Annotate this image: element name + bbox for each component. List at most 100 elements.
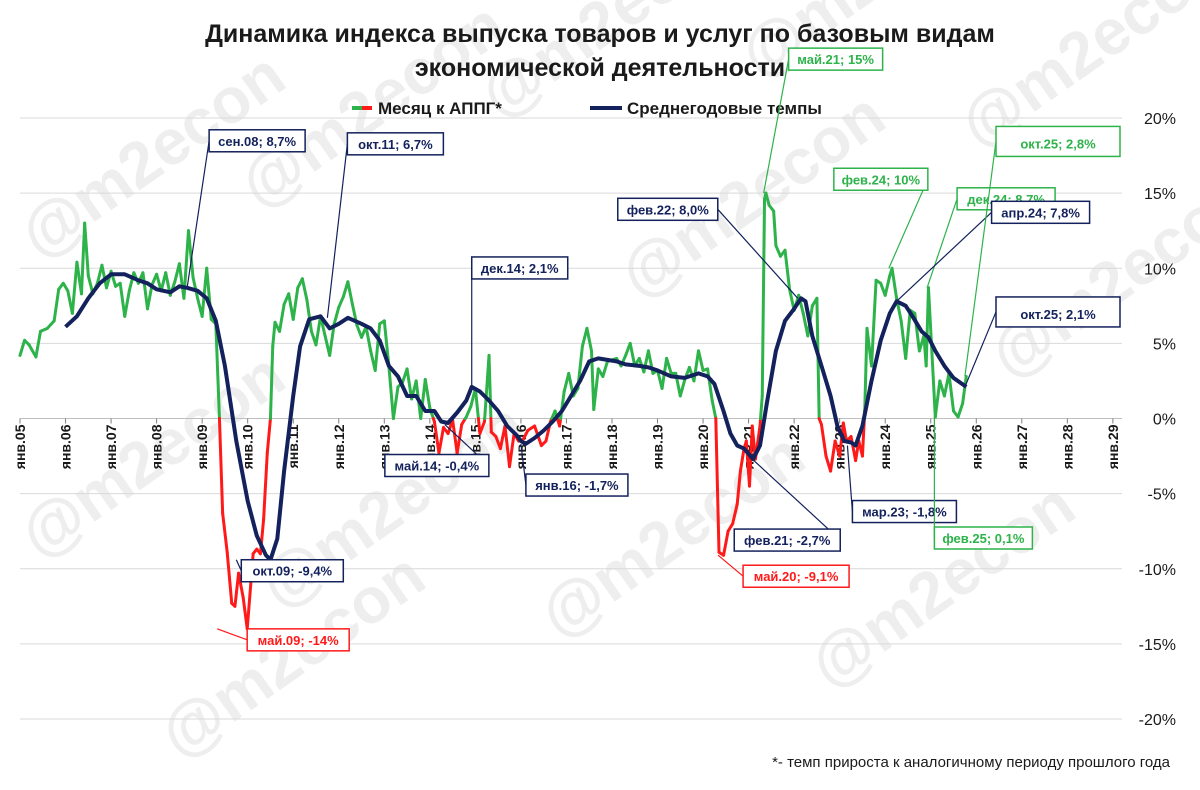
month-series-segment	[334, 307, 339, 324]
x-tick-label: янв.06	[58, 424, 74, 469]
legend-label-month: Месяц к АППГ*	[378, 99, 502, 118]
annotation-label: май.14; -0,4%	[395, 459, 480, 474]
month-series-segment	[72, 262, 77, 313]
y-tick-label: -20%	[1139, 712, 1176, 729]
month-series-segment	[785, 250, 790, 289]
month-series-segment	[667, 358, 672, 373]
month-series-segment	[587, 328, 592, 351]
month-series-segment	[375, 324, 380, 371]
annotation-leader	[217, 629, 247, 640]
x-tick-label: янв.25	[923, 424, 939, 469]
x-tick-label: янв.29	[1105, 424, 1121, 469]
month-series-segment	[120, 283, 125, 316]
month-series-segment	[267, 419, 270, 454]
month-series-segment	[264, 453, 268, 519]
month-series-segment	[302, 279, 307, 300]
month-series-segment	[348, 282, 353, 305]
month-series-segment	[316, 316, 321, 345]
month-series-segment	[712, 400, 716, 418]
month-series-segment	[821, 425, 826, 457]
x-tick-label: янв.28	[1059, 424, 1075, 469]
month-series-segment	[680, 379, 685, 396]
legend: Месяц к АППГ* Среднегодовые темпы	[352, 99, 822, 118]
annotation-label: фев.24; 10%	[842, 172, 921, 187]
annotation-label: май.09; -14%	[258, 633, 339, 648]
annotation-label: апр.24; 7,8%	[1001, 205, 1080, 220]
x-tick-label: янв.07	[103, 424, 119, 469]
month-series-segment	[958, 403, 963, 417]
x-tick-label: янв.27	[1014, 424, 1030, 469]
month-series-segment	[389, 366, 394, 419]
y-tick-label: 10%	[1144, 261, 1176, 278]
month-series-segment	[708, 369, 713, 401]
month-series-segment	[699, 351, 704, 371]
annotation-label: фев.25; 0,1%	[942, 531, 1025, 546]
month-series-segment	[125, 291, 130, 317]
annotation-leader	[927, 199, 957, 288]
annotation-label: дек.14; 2,1%	[481, 261, 559, 276]
month-series-segment	[928, 288, 933, 374]
chart-title-line1: Динамика индекса выпуска товаров и услуг…	[205, 20, 995, 48]
x-tick-label: янв.12	[331, 424, 347, 469]
x-tick-label: янв.17	[558, 424, 574, 469]
annotation-label: май.20; -9,1%	[754, 569, 839, 584]
x-tick-label: янв.24	[877, 424, 893, 469]
month-series-segment	[143, 273, 148, 309]
month-series-segment	[603, 361, 608, 376]
x-tick-label: янв.22	[786, 424, 802, 469]
month-series-segment	[293, 288, 298, 320]
x-tick-label: янв.20	[695, 424, 711, 469]
month-series-segment	[872, 280, 877, 366]
month-series-segment	[223, 513, 228, 552]
month-series-segment	[54, 289, 59, 321]
x-tick-label: янв.05	[12, 424, 28, 469]
y-tick-label: 15%	[1144, 186, 1176, 203]
annotation-leader	[889, 179, 928, 268]
month-series-segment	[247, 594, 250, 629]
month-series-segment	[425, 379, 430, 408]
month-series-segment	[36, 331, 41, 357]
y-tick-label: -5%	[1148, 487, 1176, 504]
annotation-label: май.21; 15%	[797, 52, 874, 67]
x-tick-label: янв.08	[149, 424, 165, 469]
month-series-segment	[20, 340, 25, 355]
annotation-label: окт.25; 2,8%	[1020, 136, 1096, 151]
month-series-segment	[47, 321, 54, 329]
month-series-segment	[280, 304, 285, 331]
month-series-segment	[906, 310, 911, 358]
month-series-segment	[963, 376, 967, 403]
x-tick-label: янв.18	[604, 424, 620, 469]
y-tick-label: 20%	[1144, 111, 1176, 128]
month-series-segment	[885, 276, 890, 296]
x-tick-label: янв.19	[650, 424, 666, 469]
annotation-label: фев.21; -2,7%	[744, 533, 831, 548]
annotation-leader	[897, 212, 992, 301]
y-tick-label: -15%	[1139, 637, 1176, 654]
month-series-segment	[148, 285, 153, 309]
x-tick-label: янв.26	[968, 424, 984, 469]
month-series-segment	[227, 552, 232, 603]
annotation-label: фев.22; 8,0%	[627, 202, 710, 217]
y-tick-label: 0%	[1153, 412, 1176, 429]
month-series-segment	[393, 387, 398, 419]
annotation-label: окт.11; 6,7%	[358, 137, 433, 152]
y-tick-label: -10%	[1139, 562, 1176, 579]
annotation-label: янв.16; -1,7%	[535, 478, 619, 493]
month-series-segment	[489, 355, 491, 418]
month-series-segment	[339, 297, 344, 308]
month-series-segment	[630, 343, 635, 366]
chart-title-line2: экономической деятельности	[415, 54, 785, 82]
x-tick-label: янв.09	[194, 424, 210, 469]
watermark-layer: @m2econ@m2econ@m2econ@m2econ@m2econ@m2ec…	[7, 0, 1200, 771]
y-tick-label: 5%	[1153, 336, 1176, 353]
footnote: *- темп прироста к аналогичному периоду …	[772, 754, 1171, 771]
annotation-label: сен.08; 8,7%	[218, 134, 296, 149]
annotation-label: окт.09; -9,4%	[252, 564, 332, 579]
month-series-segment	[761, 396, 763, 419]
annotation-leader	[718, 555, 743, 576]
month-series-segment	[935, 381, 940, 417]
month-series-segment	[273, 322, 275, 346]
annotation-label: окт.25; 2,1%	[1020, 307, 1096, 322]
